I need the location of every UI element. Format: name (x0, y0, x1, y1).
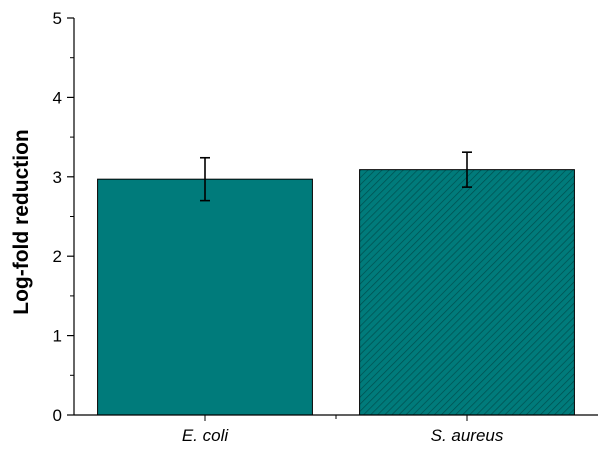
bar-1 (97, 178, 313, 416)
y-tick-label-0: 0 (53, 406, 62, 425)
x-tick-label-1: E. coli (182, 426, 230, 445)
y-tick-label-1: 1 (53, 327, 62, 346)
y-axis-title: Log-fold reduction (10, 129, 33, 314)
y-tick-label-2: 2 (53, 247, 62, 266)
y-tick-label-4: 4 (53, 88, 62, 107)
y-tick-label-3: 3 (53, 168, 62, 187)
bar-2 (359, 169, 575, 416)
x-tick-label-2: S. aureus (431, 426, 504, 445)
y-tick-label-5: 5 (53, 9, 62, 28)
